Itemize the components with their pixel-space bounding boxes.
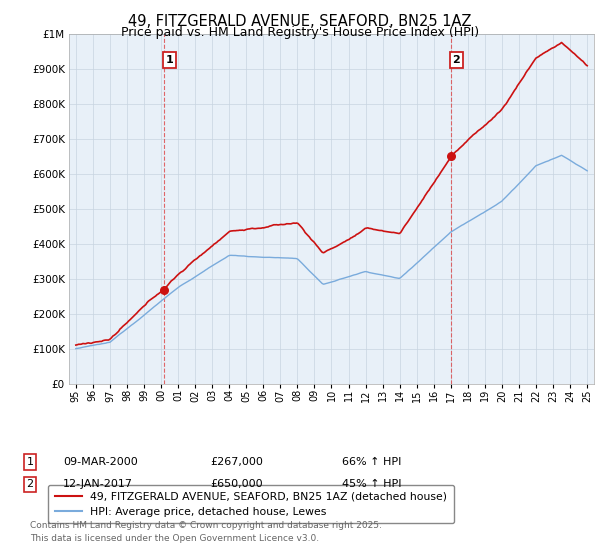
Text: 2: 2 — [452, 55, 460, 65]
Text: 45% ↑ HPI: 45% ↑ HPI — [342, 479, 401, 489]
Text: 12-JAN-2017: 12-JAN-2017 — [63, 479, 133, 489]
Text: 1: 1 — [166, 55, 173, 65]
Text: £650,000: £650,000 — [210, 479, 263, 489]
Text: £267,000: £267,000 — [210, 457, 263, 467]
Text: 09-MAR-2000: 09-MAR-2000 — [63, 457, 138, 467]
Text: Price paid vs. HM Land Registry's House Price Index (HPI): Price paid vs. HM Land Registry's House … — [121, 26, 479, 39]
Text: 2: 2 — [26, 479, 34, 489]
Text: 66% ↑ HPI: 66% ↑ HPI — [342, 457, 401, 467]
Point — [160, 286, 169, 295]
Legend: 49, FITZGERALD AVENUE, SEAFORD, BN25 1AZ (detached house), HPI: Average price, d: 49, FITZGERALD AVENUE, SEAFORD, BN25 1AZ… — [48, 485, 454, 524]
Text: 49, FITZGERALD AVENUE, SEAFORD, BN25 1AZ: 49, FITZGERALD AVENUE, SEAFORD, BN25 1AZ — [128, 14, 472, 29]
Text: This data is licensed under the Open Government Licence v3.0.: This data is licensed under the Open Gov… — [30, 534, 319, 543]
Text: 1: 1 — [26, 457, 34, 467]
Text: Contains HM Land Registry data © Crown copyright and database right 2025.: Contains HM Land Registry data © Crown c… — [30, 521, 382, 530]
Point — [446, 152, 456, 161]
